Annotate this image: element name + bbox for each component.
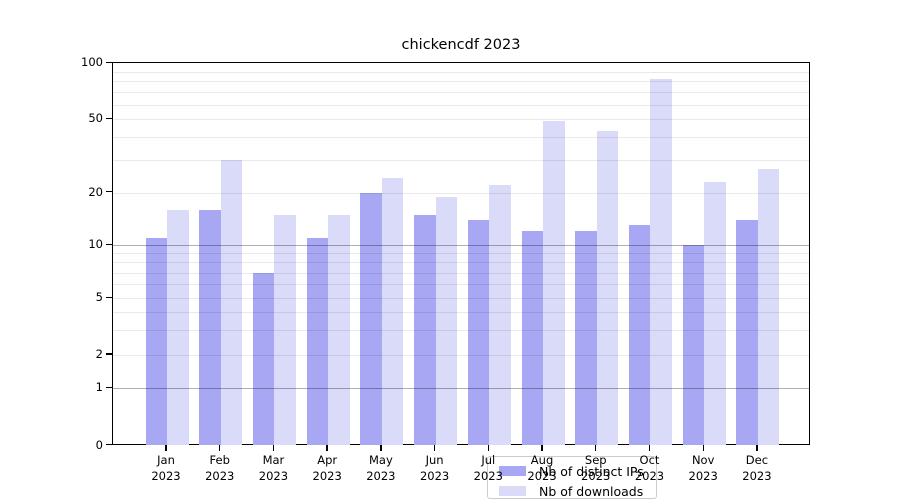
x-tick-label-jul: Jul 2023 (473, 453, 503, 483)
y-tick-label-50: 50 (88, 111, 103, 126)
x-tick-label-oct: Oct 2023 (634, 453, 665, 483)
y-tick-1 (106, 386, 112, 388)
x-tick-label-may: May 2023 (366, 453, 396, 483)
legend-swatch-distinct-ips (499, 465, 526, 477)
x-tick-label-jan: Jan 2023 (151, 453, 181, 483)
x-tick-feb (219, 445, 221, 451)
bar-downloads-jul (489, 185, 511, 446)
x-tick-label-nov: Nov 2023 (688, 453, 718, 483)
y-tick-label-2: 2 (95, 347, 103, 361)
bar-downloads-apr (328, 214, 350, 446)
gridline-y-60 (113, 104, 809, 106)
bar-distinct-ips-mar (252, 272, 275, 446)
bar-downloads-jan (167, 209, 189, 446)
y-tick-label-20: 20 (88, 184, 103, 199)
y-tick-label-10: 10 (88, 237, 103, 252)
x-tick-label-feb: Feb 2023 (205, 453, 235, 483)
gridline-y-3 (113, 329, 809, 331)
gridline-y-5 (113, 298, 809, 300)
bar-distinct-ips-dec (736, 219, 758, 446)
y-tick-5 (106, 296, 112, 298)
bar-distinct-ips-aug (521, 231, 544, 446)
y-tick-label-5: 5 (95, 290, 103, 305)
bar-distinct-ips-feb (199, 209, 221, 446)
bar-downloads-sep (596, 131, 619, 446)
bar-downloads-nov (704, 181, 726, 446)
bar-distinct-ips-apr (306, 238, 329, 446)
bar-distinct-ips-may (360, 192, 382, 446)
legend-item-downloads: Nb of downloads (488, 481, 656, 500)
x-tick-label-sep: Sep 2023 (581, 453, 611, 483)
gridline-y-90 (113, 71, 809, 73)
x-tick-jul (487, 445, 489, 451)
gridline-y-30 (113, 160, 809, 162)
y-tick-label-0: 0 (95, 437, 103, 452)
x-tick-label-jun: Jun 2023 (419, 453, 450, 483)
x-tick-nov (702, 445, 704, 451)
bar-distinct-ips-jan (145, 238, 167, 446)
gridline-y-70 (113, 92, 809, 94)
gridline-y-8 (113, 262, 809, 264)
gridline-y-50 (113, 119, 809, 121)
bar-downloads-aug (543, 120, 565, 446)
x-tick-label-aug: Aug 2023 (527, 453, 557, 483)
bar-downloads-jun (435, 196, 458, 446)
x-tick-label-dec: Dec 2023 (742, 453, 772, 483)
gridline-y-10 (113, 245, 809, 247)
legend-label-downloads: Nb of downloads (539, 483, 644, 499)
gridline-y-6 (113, 284, 809, 286)
gridline-y-40 (113, 137, 809, 139)
y-tick-label-100: 100 (81, 55, 103, 70)
x-tick-jun (433, 445, 436, 451)
gridline-y-1 (113, 388, 809, 390)
y-tick-label-1: 1 (95, 380, 103, 395)
x-tick-label-apr: Apr 2023 (312, 453, 342, 483)
bar-distinct-ips-nov (682, 245, 705, 446)
x-tick-aug (541, 445, 543, 451)
bar-distinct-ips-oct (628, 225, 651, 446)
chart-title: chickencdf 2023 (401, 37, 521, 53)
y-tick-10 (106, 243, 112, 245)
legend: Nb of distinct IPs Nb of downloads (487, 456, 657, 499)
y-tick-50 (106, 117, 112, 119)
gridline-y-80 (113, 81, 809, 83)
bar-downloads-feb (220, 160, 243, 446)
x-tick-may (380, 445, 382, 451)
legend-item-distinct-ips: Nb of distinct IPs (488, 461, 656, 481)
x-tick-dec (756, 445, 758, 451)
x-tick-mar (272, 445, 275, 451)
bar-distinct-ips-jun (414, 214, 436, 446)
y-tick-100 (106, 61, 112, 63)
bar-downloads-dec (757, 168, 780, 446)
legend-label-distinct-ips: Nb of distinct IPs (539, 463, 644, 479)
gridline-y-7 (113, 272, 809, 274)
bar-downloads-may (381, 178, 404, 446)
bar-distinct-ips-sep (575, 231, 597, 446)
y-tick-2 (106, 353, 112, 355)
bar-distinct-ips-jul (467, 219, 490, 446)
plot-area: Nb of distinct IPs Nb of downloads (112, 62, 810, 499)
gridline-y-20 (113, 192, 809, 194)
x-tick-apr (326, 445, 328, 451)
bar-downloads-mar (274, 214, 296, 446)
bar-downloads-oct (650, 79, 672, 446)
x-tick-label-mar: Mar 2023 (258, 453, 289, 483)
y-tick-0 (106, 443, 112, 446)
x-tick-sep (595, 445, 597, 451)
gridline-y-2 (113, 355, 809, 356)
gridline-y-4 (113, 312, 809, 314)
y-tick-20 (106, 191, 112, 193)
gridline-y-9 (113, 253, 809, 255)
x-tick-jan (165, 445, 167, 451)
legend-swatch-downloads (499, 485, 526, 497)
x-tick-oct (648, 445, 651, 451)
